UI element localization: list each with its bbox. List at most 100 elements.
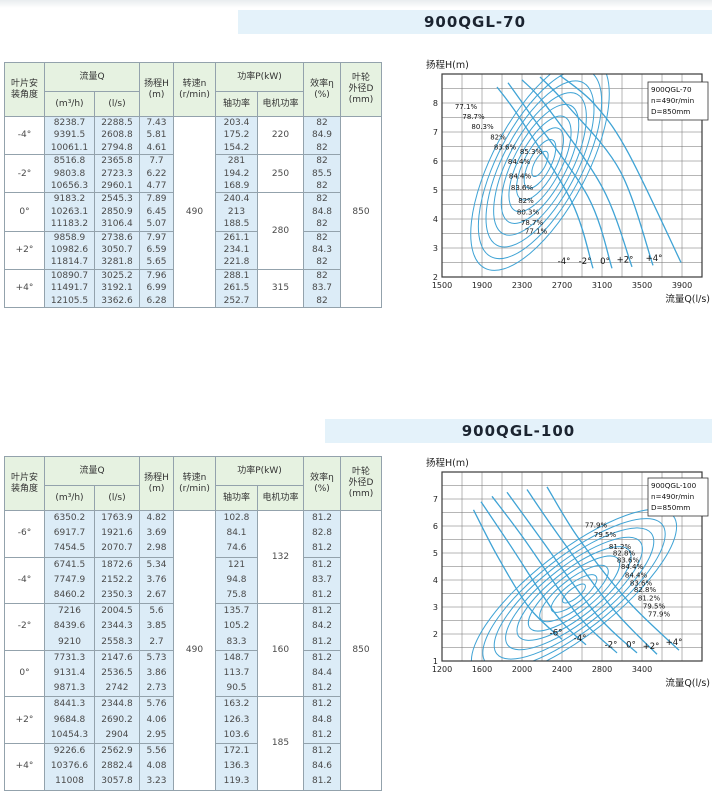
y-tick-label: 1 [433, 657, 438, 666]
x-tick-label: 2000 [512, 665, 532, 674]
angle-curve [546, 486, 680, 651]
impeller-cell: 850 [340, 115, 382, 309]
angle-curve-label: -4° [574, 634, 587, 644]
header-flow-m3h: (m³/h) [44, 91, 95, 117]
table-row: -2° 8516.8 9803.8 10656.3 2365.8 2723.3 29… [4, 154, 382, 194]
legend-line: D=850mm [651, 107, 690, 116]
performance-chart-900qgl-100: 扬程H(m) 77.9% 79.5% 81.2% 82.8% 83.6% 84.4% 84.4… [424, 450, 712, 702]
efficiency-cell: 82 83.7 82 [303, 268, 341, 309]
impeller-cell: 850 [340, 510, 382, 791]
efficiency-contour [562, 583, 586, 604]
angle-curve-label: -2° [579, 257, 592, 267]
efficiency-label: 81.2% [609, 543, 632, 551]
angle-curve-label: +4° [666, 638, 683, 648]
flow-m3h-cell: 9183.2 10263.1 11183.2 [44, 192, 95, 232]
efficiency-label: 83.6% [617, 556, 640, 564]
efficiency-label: 79.5% [643, 602, 666, 610]
spec-table-900qgl-100: 叶片安 装角度 流量Q 扬程H (m) 转速n (r/min) 功率P(kW) … [4, 456, 382, 791]
angle-cell: -4° [4, 115, 45, 156]
efficiency-cell: 81.2 84.6 81.2 [303, 743, 341, 791]
table-row: -4° 6741.5 7747.9 8460.2 1872.6 2152.2 235… [4, 556, 382, 605]
head-cell: 5.56 4.08 3.23 [139, 743, 174, 791]
efficiency-contour [482, 518, 666, 661]
header-efficiency: 效率η (%) [303, 456, 341, 511]
y-axis-title: 扬程H(m) [426, 457, 469, 469]
flow-m3h-cell: 6350.2 6917.7 7454.5 [44, 510, 95, 558]
x-axis-title: 流量Q(l/s) [665, 293, 710, 305]
x-tick-label: 1200 [432, 665, 452, 674]
x-tick-label: 1900 [472, 281, 492, 290]
flow-m3h-cell: 10890.7 11491.7 12105.5 [44, 268, 95, 309]
angle-curve [559, 74, 682, 263]
angle-cell: +4° [4, 743, 45, 791]
page-top-edge [0, 0, 712, 8]
efficiency-label: 85.3% [520, 148, 543, 156]
shaft-power-cell: 102.8 84.1 74.6 [215, 510, 258, 558]
header-flow: 流量Q [44, 62, 140, 92]
shaft-power-cell: 148.7 113.7 90.5 [215, 649, 258, 698]
shaft-power-cell: 203.4 175.2 154.2 [215, 115, 258, 156]
y-tick-label: 6 [433, 157, 438, 166]
head-cell: 5.73 3.86 2.73 [139, 649, 174, 698]
x-axis-title: 流量Q(l/s) [665, 677, 710, 689]
flow-ls-cell: 1872.6 2152.2 2350.3 [94, 556, 140, 605]
x-tick-label: 3500 [632, 281, 652, 290]
efficiency-cell: 82 84.8 82 [303, 192, 341, 232]
plot-border [441, 73, 703, 278]
y-tick-label: 2 [433, 273, 438, 282]
flow-m3h-cell: 6741.5 7747.9 8460.2 [44, 556, 95, 605]
efficiency-contour [523, 139, 557, 189]
efficiency-label: 83.6% [511, 184, 534, 192]
efficiency-contour [500, 103, 580, 224]
table-row: +2° 8441.3 9684.8 10454.3 2344.8 2690.2 29… [4, 696, 382, 791]
header-head: 扬程H (m) [139, 456, 174, 511]
efficiency-label: 82.8% [613, 550, 636, 558]
legend-line: n=490r/min [651, 96, 694, 105]
x-tick-label: 2300 [512, 281, 532, 290]
efficiency-cell: 81.2 84.2 81.2 [303, 603, 341, 651]
angle-cell: +4° [4, 268, 45, 309]
shaft-power-cell: 172.1 136.3 119.3 [215, 743, 258, 791]
header-flow-ls: (l/s) [94, 485, 140, 511]
angle-curves [472, 486, 680, 655]
angle-curve-label: -4° [558, 257, 571, 267]
table-row: -2° 7216 8439.6 9210 2004.5 2344.3 2558.3 5… [4, 603, 382, 698]
head-cell: 5.76 4.06 2.95 [139, 696, 174, 745]
model-banner-900qgl-100: 900QGL-100 [325, 419, 712, 443]
angle-curve [496, 86, 594, 269]
header-head: 扬程H (m) [139, 62, 174, 117]
angle-curve [491, 495, 618, 654]
flow-ls-cell: 3025.2 3192.1 3362.6 [94, 268, 140, 309]
efficiency-contour [531, 150, 549, 178]
motor-power-cell: 250 [257, 154, 304, 194]
efficiency-cell: 82 85.5 82 [303, 154, 341, 194]
head-cell: 7.96 6.99 6.28 [139, 268, 174, 309]
table-row: +4° 10890.7 11491.7 12105.5 3025.2 3192.1 … [4, 268, 382, 309]
y-tick-label: 3 [433, 603, 438, 612]
efficiency-cell: 82 84.9 82 [303, 115, 341, 156]
efficiency-cell: 82 84.3 82 [303, 230, 341, 270]
efficiency-contour [527, 555, 621, 632]
x-tick-label: 3100 [592, 281, 612, 290]
model-title: 900QGL-100 [461, 422, 576, 440]
head-cell: 7.97 6.59 5.65 [139, 230, 174, 270]
x-tick-label: 2700 [552, 281, 572, 290]
y-tick-label: 4 [433, 576, 438, 585]
x-tick-label: 3400 [632, 665, 652, 674]
y-axis-title: 扬程H(m) [426, 59, 469, 71]
head-cell: 7.43 5.81 4.61 [139, 115, 174, 156]
angle-curve [506, 491, 638, 654]
table-row: -4° 8238.7 9391.5 10061.1 2288.5 2608.8 27… [4, 115, 382, 309]
efficiency-label: 81.2% [638, 594, 661, 602]
shaft-power-cell: 163.2 126.3 103.6 [215, 696, 258, 745]
y-tick-label: 6 [433, 522, 438, 531]
angle-curve-label: -2° [605, 641, 618, 651]
model-title: 900QGL-70 [423, 13, 527, 31]
efficiency-label: 83.6% [630, 579, 653, 587]
header-blade-angle: 叶片安 装角度 [4, 456, 45, 511]
motor-power-cell: 185 [257, 696, 304, 791]
efficiency-contour [539, 564, 609, 623]
motor-power-cell: 315 [257, 268, 304, 309]
efficiency-label: 82% [490, 133, 506, 141]
angle-cell: -2° [4, 603, 45, 651]
